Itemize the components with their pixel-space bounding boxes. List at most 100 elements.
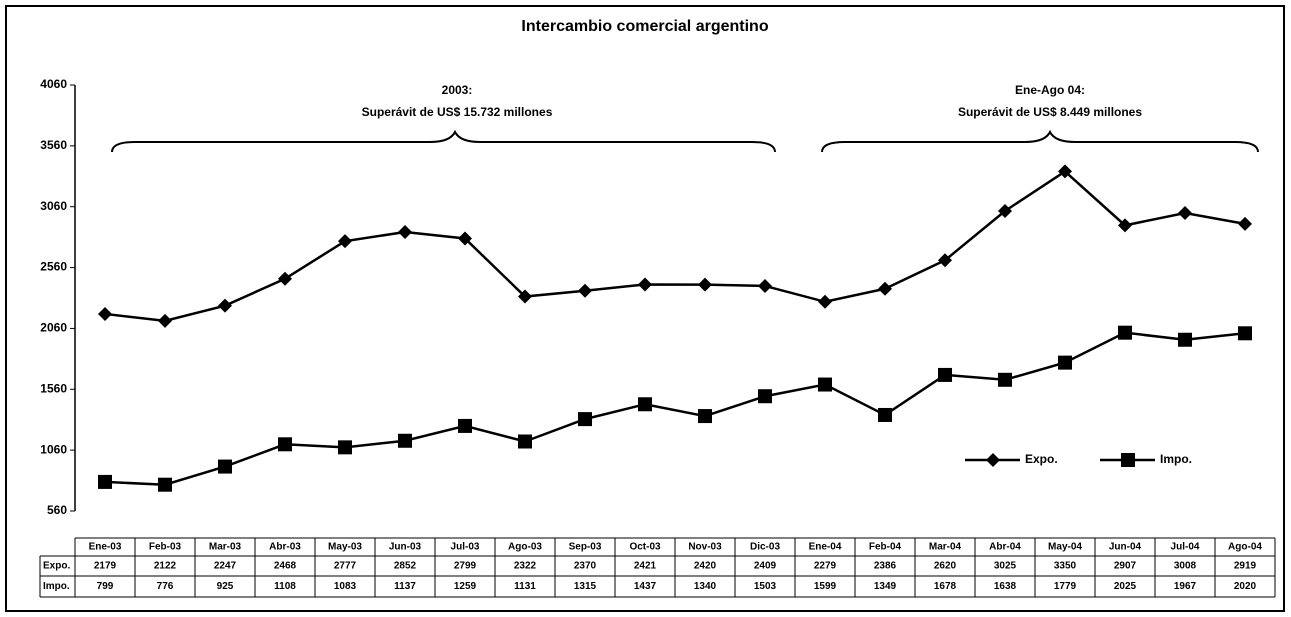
marker xyxy=(458,418,472,433)
table-header: Ene-04 xyxy=(809,542,842,553)
table-cell: 1599 xyxy=(814,581,837,592)
table-cell: 2409 xyxy=(754,561,777,572)
series-line xyxy=(104,169,1246,323)
table-header: Jun-03 xyxy=(389,542,422,553)
table-cell: 1137 xyxy=(394,581,416,592)
marker xyxy=(1118,218,1132,233)
table-cell: 2122 xyxy=(154,561,177,572)
marker xyxy=(218,298,232,313)
marker xyxy=(938,367,952,382)
y-tick-label: 4060 xyxy=(40,77,67,91)
annotation: Superávit de US$ 15.732 millones xyxy=(362,105,553,119)
marker xyxy=(638,397,652,412)
table-header: Abr-04 xyxy=(989,542,1021,553)
marker xyxy=(638,277,652,292)
table-cell: 1638 xyxy=(994,581,1017,592)
table-cell: 3008 xyxy=(1174,561,1197,572)
marker xyxy=(938,253,952,268)
table-cell: 2919 xyxy=(1234,561,1257,572)
table-header: May-03 xyxy=(328,542,362,553)
marker xyxy=(578,412,592,427)
marker xyxy=(758,278,772,293)
table-cell: 1503 xyxy=(754,581,777,592)
marker xyxy=(1178,206,1192,221)
y-tick-label: 3560 xyxy=(40,138,67,152)
table-cell: 925 xyxy=(217,581,234,592)
legend-label: Impo. xyxy=(1160,452,1192,466)
y-tick-label: 3060 xyxy=(40,199,67,213)
frame xyxy=(5,5,1285,612)
table-cell: 2025 xyxy=(1114,581,1137,592)
marker xyxy=(278,271,292,286)
table-cell: 2179 xyxy=(94,561,117,572)
table-cell: 2386 xyxy=(874,561,897,572)
marker xyxy=(218,459,232,474)
y-tick-label: 2560 xyxy=(40,260,67,274)
marker xyxy=(758,389,772,404)
table-header: Ago-03 xyxy=(508,542,542,553)
marker xyxy=(518,434,532,449)
y-tick-label: 1060 xyxy=(40,442,67,456)
y-tick-label: 2060 xyxy=(40,321,67,335)
table-cell: 1340 xyxy=(694,581,717,592)
marker xyxy=(158,313,172,328)
table-header: May-04 xyxy=(1048,542,1082,553)
table-header: Jun-04 xyxy=(1109,542,1142,553)
marker xyxy=(1058,355,1072,370)
legend-marker xyxy=(1121,453,1135,467)
legend-marker xyxy=(986,453,1000,467)
table-header: Abr-03 xyxy=(269,542,301,553)
table-cell: 2370 xyxy=(574,561,597,572)
marker xyxy=(878,407,892,422)
annotation: Superávit de US$ 8.449 millones xyxy=(958,105,1142,119)
marker xyxy=(1238,326,1252,341)
table-cell: 1108 xyxy=(274,581,296,592)
marker xyxy=(98,474,112,489)
marker xyxy=(338,234,352,249)
marker xyxy=(698,277,712,292)
table-header: Jul-04 xyxy=(1171,542,1200,553)
table-cell: 2322 xyxy=(514,561,537,572)
marker xyxy=(518,289,532,304)
marker xyxy=(398,433,412,448)
table-header: Nov-03 xyxy=(688,542,722,553)
y-tick-label: 1560 xyxy=(40,381,67,395)
table-header: Jul-03 xyxy=(451,542,480,553)
marker xyxy=(818,377,832,392)
table-header: Mar-04 xyxy=(929,542,962,553)
marker xyxy=(578,283,592,298)
table-header: Dic-03 xyxy=(750,542,780,553)
table-cell: 1779 xyxy=(1054,581,1077,592)
marker xyxy=(998,203,1012,218)
table-row-label: Impo. xyxy=(43,581,70,592)
table-cell: 2020 xyxy=(1234,581,1257,592)
table-header: Feb-03 xyxy=(149,542,182,553)
table-cell: 1131 xyxy=(514,581,536,592)
table-header: Sep-03 xyxy=(569,542,602,553)
table-header: Mar-03 xyxy=(209,542,242,553)
marker xyxy=(1238,216,1252,231)
table-cell: 2620 xyxy=(934,561,957,572)
table-cell: 3350 xyxy=(1054,561,1077,572)
y-tick-label: 560 xyxy=(47,503,67,517)
table-cell: 2907 xyxy=(1114,561,1137,572)
marker xyxy=(1058,164,1072,179)
table-cell: 2421 xyxy=(634,561,657,572)
table-header: Feb-04 xyxy=(869,542,902,553)
marker xyxy=(98,306,112,321)
marker xyxy=(458,231,472,246)
table-cell: 2777 xyxy=(334,561,357,572)
brace xyxy=(821,129,1259,153)
annotation: 2003: xyxy=(442,83,473,97)
table-header: Ago-04 xyxy=(1228,542,1262,553)
series-line xyxy=(104,331,1246,486)
table-cell: 799 xyxy=(97,581,114,592)
chart-title: Intercambio comercial argentino xyxy=(521,18,768,35)
table-cell: 1967 xyxy=(1174,581,1197,592)
table-cell: 1437 xyxy=(634,581,657,592)
brace xyxy=(111,129,776,153)
table-cell: 1083 xyxy=(334,581,357,592)
table-cell: 2852 xyxy=(394,561,417,572)
table-header: Ene-03 xyxy=(89,542,122,553)
